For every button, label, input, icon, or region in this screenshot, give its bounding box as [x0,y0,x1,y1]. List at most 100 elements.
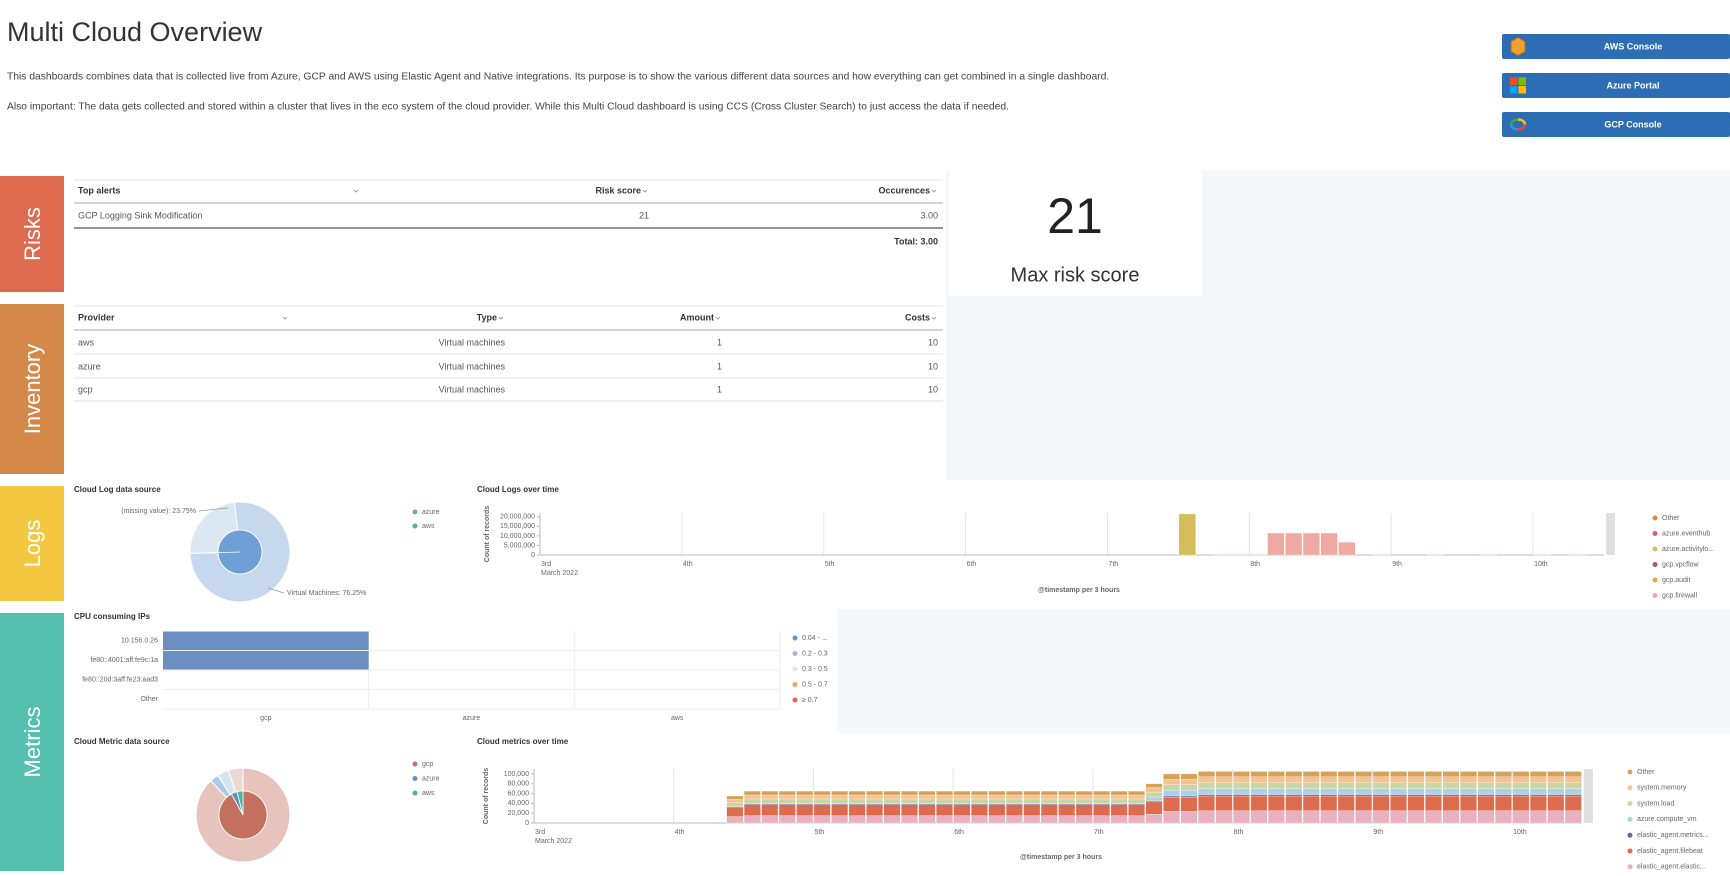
bar-segment [1128,804,1145,816]
bar-segment [1425,771,1442,778]
bar-segment [1355,794,1373,797]
x-tick-label: 10th [1513,829,1527,836]
bar-segment [1215,795,1233,811]
bar-segment [1215,771,1233,778]
bar-segment [1267,795,1285,811]
bar-segment [1425,782,1442,789]
bar-segment [1250,788,1268,795]
column-header: Top alerts [78,185,120,195]
bar-segment [1005,804,1023,816]
bar-segment [1480,554,1498,556]
bar-segment [1547,795,1565,811]
bar-segment [726,802,744,807]
bar-segment [936,798,953,805]
metric-value: 21 [1047,188,1103,244]
legend-label: azure [422,775,440,782]
legend-swatch [412,790,418,796]
bar-segment [1180,773,1198,780]
x-axis-title: @timestamp per 3 hours [1020,854,1102,861]
bar-segment [1093,815,1111,824]
bar-segment [1285,771,1303,778]
y-tick-label: 15,000,000 [500,523,535,530]
legend-swatch [1652,531,1658,536]
link-button[interactable]: GCP Console [1502,112,1730,137]
bar-segment [866,794,883,800]
bar-segment [1180,789,1198,797]
bar-segment [1337,771,1355,778]
bar-segment [1320,794,1338,797]
bar-segment [1075,790,1093,796]
column-header: Type [477,312,497,322]
link-button[interactable]: AWS Console [1502,34,1730,59]
bar-segment [1302,782,1320,789]
bar-segment [1178,513,1196,556]
bar-segment [1529,795,1547,811]
bar-segment [1442,788,1460,795]
section-label: Risks [20,207,45,261]
legend-label: elastic_agent.metrics... [1637,832,1709,839]
bar-segment [1372,810,1390,824]
x-tick-label: 6th [954,829,964,836]
aws-icon [1510,36,1526,57]
legend-label: gcp [422,761,433,768]
section-band [0,304,64,474]
bar-segment [1460,810,1477,824]
bar-segment [1477,771,1495,778]
bar-segment [1233,788,1250,795]
panel-background [838,609,1730,733]
bar-segment [1512,782,1530,789]
bar-segment [1285,794,1303,797]
bar-segment [1407,776,1425,783]
y-tick-label: 40,000 [508,800,530,807]
azure-icon [1510,86,1518,94]
description: Also important: The data gets collected … [7,102,1009,113]
bar-segment [1427,554,1445,556]
bar-segment [918,798,936,805]
table-cell: 10 [928,361,938,371]
button-bg [1502,73,1730,98]
bar-segment [813,798,831,805]
section-band [0,176,64,292]
y-axis-title: Count of records [484,506,491,562]
bar-segment [1163,789,1180,797]
x-tick-label: 4th [683,561,693,568]
sort-icon [498,316,504,320]
bar-segment [1023,798,1041,805]
bar-segment [726,807,744,817]
bar-segment [1390,788,1407,795]
bar-segment [1285,795,1303,811]
bar-segment [1568,554,1586,556]
legend-label: azure.activitylo... [1662,546,1714,553]
legend-label: elastic_agent.elastic... [1637,864,1706,871]
bar-segment [761,790,779,796]
bar-segment [761,804,779,816]
bar-segment [1233,776,1250,783]
bar-segment [1355,788,1373,795]
bar-segment [918,804,936,816]
bar-segment [953,815,971,824]
bar-segment [1163,784,1180,791]
legend-swatch [1627,864,1633,870]
bar-segment [866,804,883,816]
bar-segment [1390,794,1407,797]
bar-segment [1075,798,1093,805]
bar-segment [1337,782,1355,789]
link-button[interactable]: Azure Portal [1502,73,1730,98]
bar-segment [1005,815,1023,824]
bar-segment [1198,776,1215,783]
slice-label: Virtual Machines: 76.25% [287,590,366,597]
bar-segment [778,798,796,805]
legend-label: system.memory [1637,785,1687,792]
bar-segment [1407,788,1425,795]
column-header: Amount [680,312,714,322]
bar-segment [1302,776,1320,783]
bar-segment [1215,782,1233,789]
bar-segment [1442,795,1460,811]
legend-label: azure.eventhub [1662,530,1710,537]
bar-segment [1023,804,1041,816]
bar-segment [1564,776,1582,783]
table-cell: 3.00 [920,210,938,220]
bar-segment [1460,771,1477,778]
y-axis-title: Count of records [483,768,490,824]
bar-segment [743,815,761,824]
